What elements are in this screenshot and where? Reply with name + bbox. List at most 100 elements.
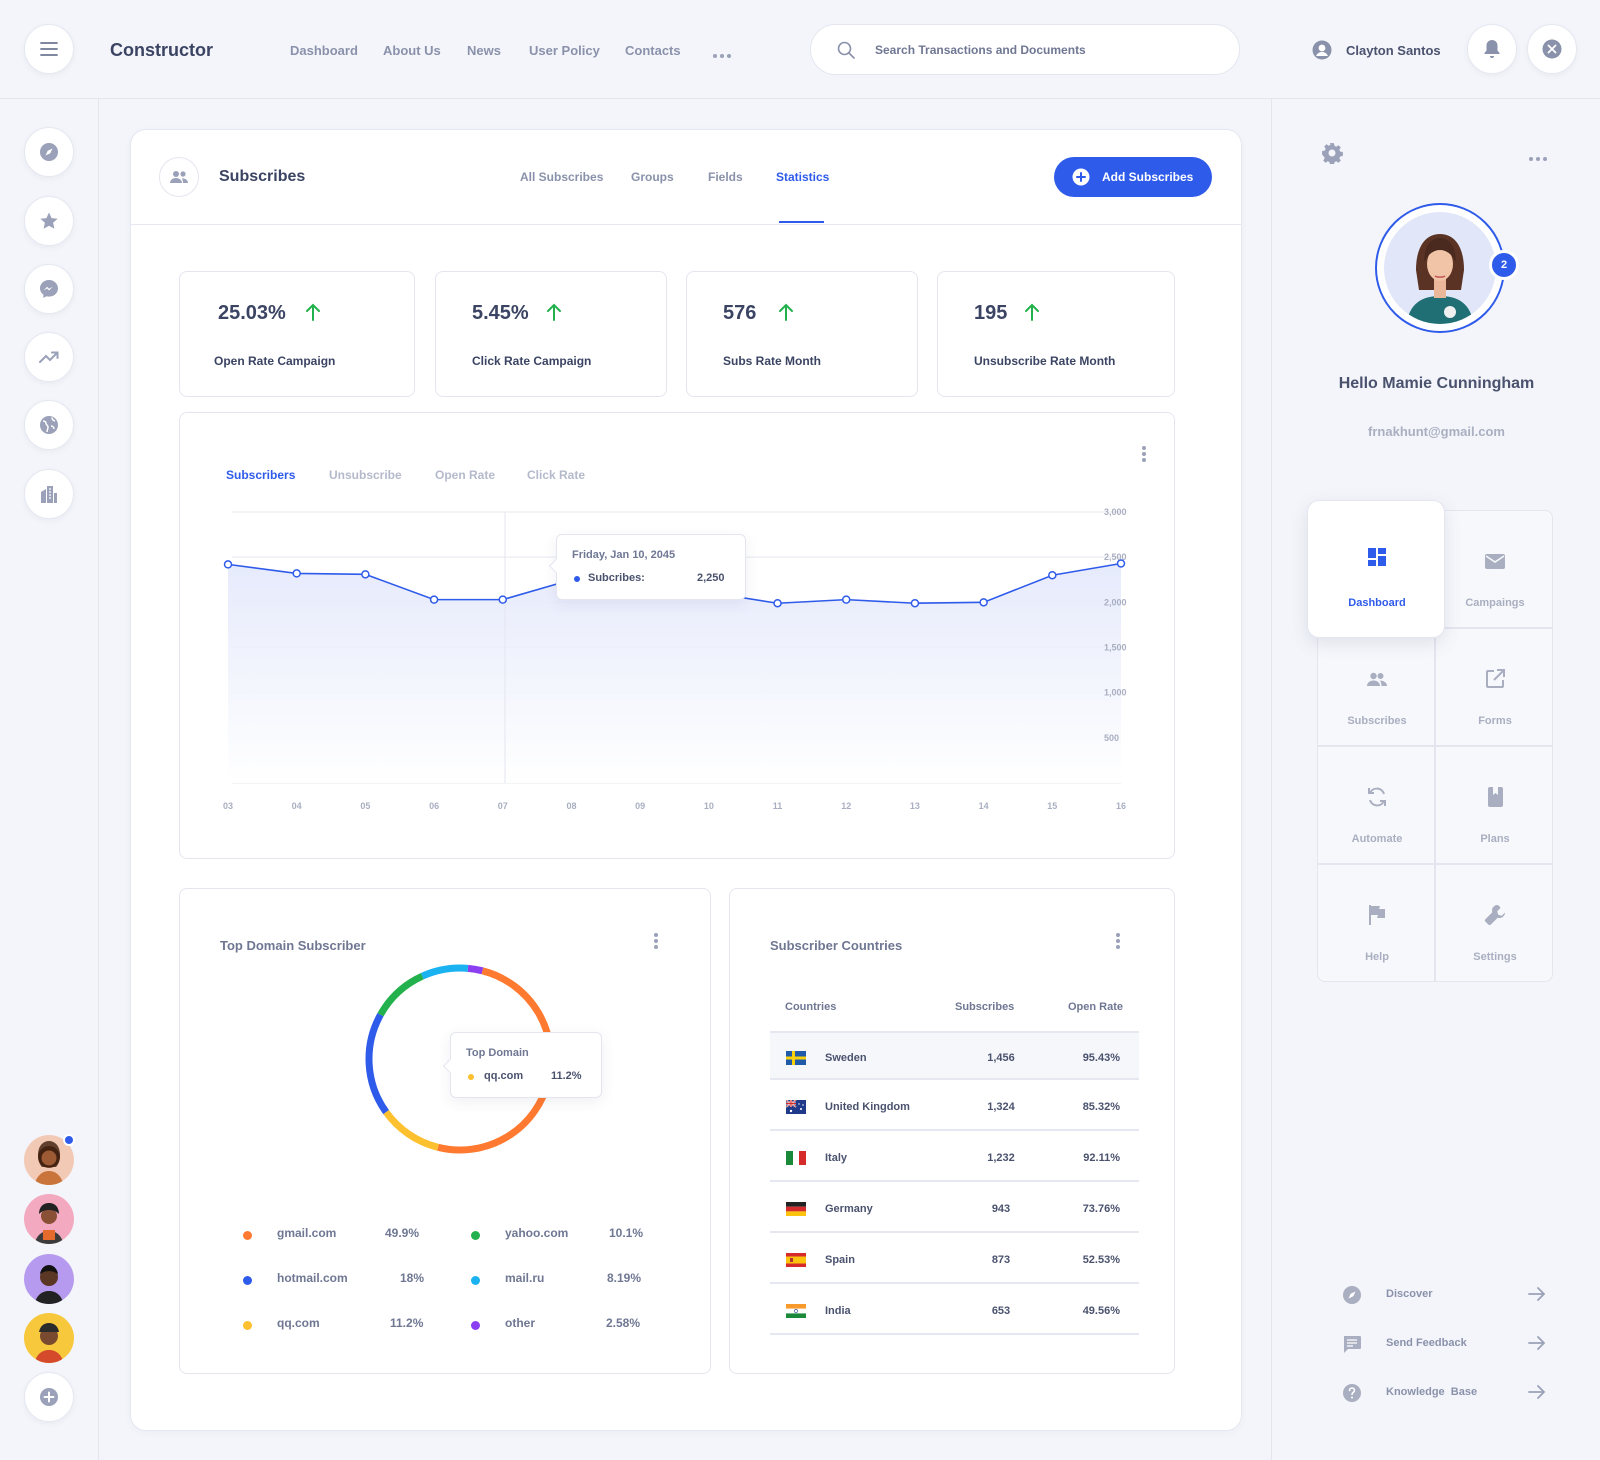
search-bar[interactable]: Search Transactions and Documents — [810, 24, 1240, 75]
domain-more-icon[interactable] — [648, 930, 664, 952]
menu-item-label: Forms — [1478, 715, 1512, 727]
feedback-icon — [1343, 1336, 1361, 1353]
arrow-up-icon — [547, 303, 561, 321]
menu-icon[interactable] — [24, 24, 74, 74]
chart-tooltip: Friday, Jan 10, 2045 Subcribes: 2,250 — [548, 534, 746, 600]
compass-icon[interactable] — [24, 127, 74, 177]
country-rate: 92.11% — [1083, 1152, 1120, 1164]
menu-item-settings[interactable]: Settings — [1435, 864, 1553, 982]
tooltip-date: Friday, Jan 10, 2045 — [572, 549, 676, 561]
notification-badge: 2 — [1489, 250, 1519, 280]
tab-all-subscribes[interactable]: All Subscribes — [520, 170, 604, 184]
countries-more-icon[interactable] — [1110, 930, 1126, 952]
menu-item-campaings[interactable]: Campaings — [1435, 510, 1553, 628]
card-header: Subscribes All Subscribes Groups Fields … — [131, 130, 1241, 225]
globe-icon[interactable] — [24, 400, 74, 450]
stat-card-subs-rate: 576 Subs Rate Month — [686, 271, 918, 397]
legend-name: yahoo.com — [505, 1226, 569, 1240]
country-name: Italy — [825, 1152, 848, 1164]
notification-bell-icon[interactable] — [1467, 24, 1517, 74]
chart-tab-unsubscribe[interactable]: Unsubscribe — [329, 468, 402, 482]
table-row[interactable]: Germany 943 73.76% — [770, 1184, 1139, 1233]
nav-user-policy[interactable]: User Policy — [529, 43, 600, 58]
donut-slice — [467, 964, 484, 975]
country-rate: 95.43% — [1082, 1052, 1120, 1064]
knowledge-base-link[interactable]: Knowledge Base — [1386, 1386, 1478, 1398]
stat-card-unsubscribe-rate: 195 Unsubscribe Rate Month — [937, 271, 1175, 397]
star-icon[interactable] — [24, 196, 74, 246]
tab-statistics[interactable]: Statistics — [776, 170, 830, 184]
nav-dashboard[interactable]: Dashboard — [290, 43, 358, 58]
gear-icon[interactable] — [1321, 142, 1343, 164]
menu-item-subscribes[interactable]: Subscribes — [1317, 628, 1435, 746]
profile-avatar-ring — [1375, 203, 1505, 333]
legend-value: 2.58% — [606, 1316, 641, 1330]
chart-more-icon[interactable] — [1136, 443, 1152, 465]
chart-tab-subscribers[interactable]: Subscribers — [226, 468, 296, 482]
send-feedback-link[interactable]: Send Feedback — [1386, 1337, 1467, 1349]
avatar[interactable] — [24, 1194, 74, 1244]
tab-fields[interactable]: Fields — [708, 170, 743, 184]
data-point — [429, 595, 439, 604]
table-row[interactable]: Italy 1,232 92.11% — [770, 1133, 1139, 1182]
table-row[interactable]: India 653 49.56% — [770, 1286, 1139, 1335]
menu-item-automate[interactable]: Automate — [1317, 746, 1435, 864]
x-tick-label: 08 — [566, 801, 576, 811]
table-row[interactable]: Spain 873 52.53% — [770, 1235, 1139, 1284]
arrow-right-icon[interactable] — [1528, 1286, 1546, 1302]
add-circle-icon[interactable] — [24, 1372, 74, 1422]
data-point — [773, 598, 782, 608]
data-point — [498, 595, 508, 604]
legend-dot-gmail — [243, 1231, 252, 1240]
building-icon[interactable] — [24, 469, 74, 519]
messenger-icon[interactable] — [24, 264, 74, 314]
flag-icon — [1369, 905, 1385, 925]
nav-about-us[interactable]: About Us — [383, 43, 441, 58]
country-name: Spain — [825, 1254, 855, 1266]
search-input[interactable]: Search Transactions and Documents — [875, 43, 1086, 57]
top-bar: Constructor Dashboard About Us News User… — [0, 0, 1600, 99]
menu-item-help[interactable]: Help — [1317, 864, 1435, 982]
trending-up-icon[interactable] — [24, 332, 74, 382]
table-row[interactable]: Sweden 1,456 95.43% — [770, 1031, 1139, 1080]
profile-avatar[interactable] — [1384, 212, 1496, 324]
avatar[interactable] — [24, 1254, 74, 1304]
nav-news[interactable]: News — [467, 43, 501, 58]
search-icon — [837, 41, 855, 59]
subscriber-countries-panel: Subscriber Countries Countries Subscribe… — [729, 888, 1175, 1374]
tab-groups[interactable]: Groups — [631, 170, 674, 184]
stat-value: 576 — [723, 302, 757, 324]
country-subs: 873 — [991, 1254, 1011, 1266]
more-horizontal-icon[interactable] — [712, 46, 732, 58]
more-horizontal-icon[interactable] — [1528, 149, 1548, 161]
discover-link[interactable]: Discover — [1386, 1288, 1433, 1300]
group-icon — [159, 157, 199, 197]
add-subscribes-button[interactable]: Add Subscribes — [1054, 157, 1212, 197]
arrow-right-icon[interactable] — [1528, 1335, 1546, 1351]
country-name: United Kingdom — [825, 1101, 910, 1113]
nav-contacts[interactable]: Contacts — [625, 43, 681, 58]
menu-item-plans[interactable]: Plans — [1435, 746, 1553, 864]
legend-value: 11.2% — [390, 1316, 424, 1330]
country-rate: 85.32% — [1082, 1101, 1120, 1113]
table-row[interactable]: United Kingdom 1,324 85.32% — [770, 1082, 1139, 1131]
compass-icon — [1343, 1286, 1361, 1304]
arrow-right-icon[interactable] — [1528, 1384, 1546, 1400]
left-sidebar — [0, 99, 99, 1460]
user-icon — [1312, 40, 1332, 60]
right-sidebar: 2 Hello Mamie Cunningham frnakhunt@gmail… — [1271, 99, 1600, 1460]
menu-item-dashboard[interactable]: Dashboard — [1307, 500, 1445, 638]
mail-icon — [1485, 554, 1505, 569]
avatar[interactable] — [24, 1313, 74, 1363]
chart-tab-open-rate[interactable]: Open Rate — [435, 468, 496, 482]
subscribes-card: Subscribes All Subscribes Groups Fields … — [130, 129, 1242, 1431]
user-name[interactable]: Clayton Santos — [1346, 43, 1441, 58]
menu-item-forms[interactable]: Forms — [1435, 628, 1553, 746]
germany-flag-icon — [786, 1202, 806, 1216]
close-icon[interactable] — [1527, 24, 1577, 74]
x-tick-label: 15 — [1047, 801, 1057, 811]
column-header: Countries — [785, 1001, 837, 1013]
chart-tab-click-rate[interactable]: Click Rate — [527, 468, 586, 482]
external-link-icon — [1486, 669, 1505, 688]
add-subscribes-label: Add Subscribes — [1102, 170, 1194, 184]
